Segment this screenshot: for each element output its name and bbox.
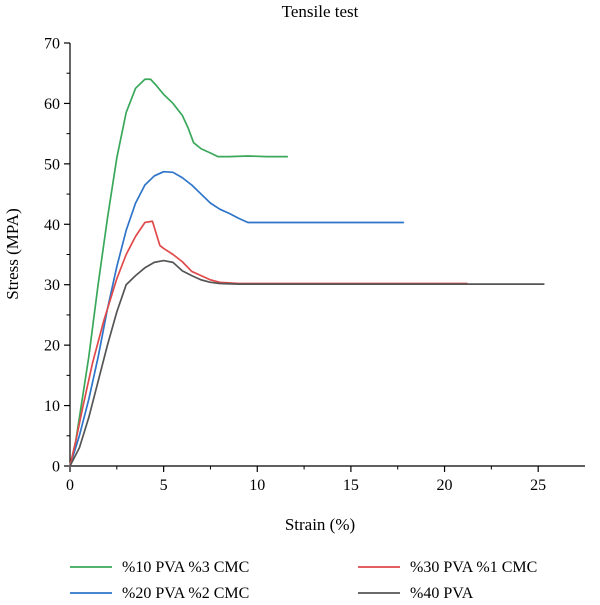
- series-line-1: [69, 78, 289, 467]
- legend-label: %30 PVA %1 CMC: [410, 559, 537, 576]
- series-lines: [69, 78, 545, 467]
- x-tick-label: 10: [249, 477, 265, 494]
- x-tick-label: 20: [437, 477, 453, 494]
- series-line-3: [69, 220, 468, 467]
- legend: %10 PVA %3 CMC %20 PVA %2 CMC %30 PVA %1 C…: [70, 559, 537, 602]
- axes: [69, 43, 585, 467]
- x-tick-label: 15: [343, 477, 359, 494]
- y-tick-label: 70: [44, 36, 60, 53]
- series-line-4: [69, 259, 545, 467]
- series-line-2: [69, 170, 405, 467]
- chart-title: Tensile test: [282, 2, 359, 21]
- y-tick-label: 30: [44, 277, 60, 294]
- x-tick-label: 0: [66, 477, 74, 494]
- x-axis-label: Strain (%): [285, 515, 355, 534]
- legend-label: %40 PVA: [410, 585, 474, 602]
- y-tick-label: 0: [52, 459, 60, 476]
- legend-label: %20 PVA %2 CMC: [122, 585, 249, 602]
- legend-label: %10 PVA %3 CMC: [122, 559, 249, 576]
- y-tick-label: 50: [44, 156, 60, 173]
- y-axis-label: Stress (MPA): [3, 208, 22, 299]
- x-tick-label: 5: [160, 477, 168, 494]
- y-tick-label: 40: [44, 217, 60, 234]
- y-tick-label: 60: [44, 96, 60, 113]
- tick-marks: [64, 42, 539, 472]
- y-tick-label: 20: [44, 338, 60, 355]
- tick-labels: 0 5 10 15 20 25 0 10 20 30 40 50 60 70: [44, 36, 546, 495]
- x-tick-label: 25: [530, 477, 546, 494]
- y-tick-label: 10: [44, 398, 60, 415]
